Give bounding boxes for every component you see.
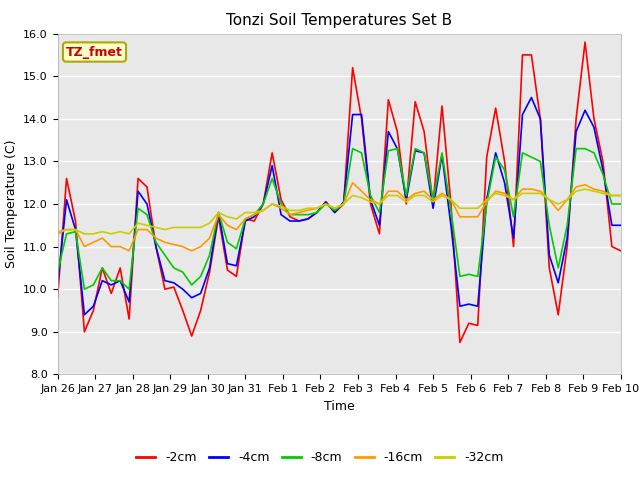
Legend: -2cm, -4cm, -8cm, -16cm, -32cm: -2cm, -4cm, -8cm, -16cm, -32cm	[131, 446, 509, 469]
Y-axis label: Soil Temperature (C): Soil Temperature (C)	[4, 140, 17, 268]
X-axis label: Time: Time	[324, 400, 355, 413]
Title: Tonzi Soil Temperatures Set B: Tonzi Soil Temperatures Set B	[226, 13, 452, 28]
Text: TZ_fmet: TZ_fmet	[66, 46, 123, 59]
